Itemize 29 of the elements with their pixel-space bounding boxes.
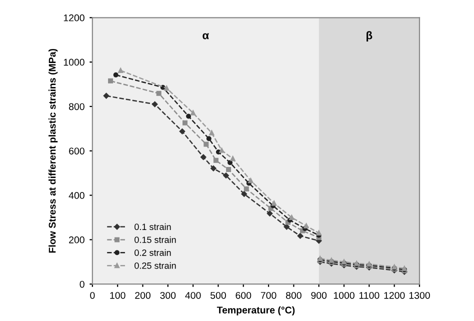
band-label: β [366,31,372,42]
y-tick-label: 1000 [64,58,84,66]
y-tick-label: 800 [68,103,84,110]
band-label: α [202,33,209,40]
x-tick-label: 200 [135,292,150,299]
x-tick-label: 700 [260,292,276,299]
y-tick-label: 400 [68,192,84,199]
y-axis-title: Flow Stress at different plastic strains (MPa) [48,48,58,253]
x-tick-label: 1200 [384,292,405,299]
y-tick-label: 200 [69,236,84,244]
x-tick-label: 1000 [334,292,354,299]
x-tick-label: 800 [286,292,302,299]
x-tick-label: 400 [185,292,201,299]
x-axis-title: Temperature (°C) [216,306,295,316]
legend-label: 0.25 strain [134,262,176,269]
x-tick-label: 500 [210,292,226,299]
x-tick-label: 600 [236,292,252,299]
legend-label: 0.2 strain [134,249,171,256]
legend-label: 0.1 strain [134,223,171,230]
x-tick-label: 900 [311,292,327,299]
y-tick-label: 0 [80,280,84,288]
legend-label: 0.15 strain [134,236,176,243]
x-tick-label: 300 [160,292,176,299]
x-tick-label: 1100 [359,292,380,299]
x-tick-label: 100 [110,292,126,299]
x-tick-label: 0 [90,292,95,299]
y-tick-label: 600 [69,148,84,154]
x-tick-label: 1300 [409,292,430,299]
y-tick-label: 1200 [64,14,84,22]
